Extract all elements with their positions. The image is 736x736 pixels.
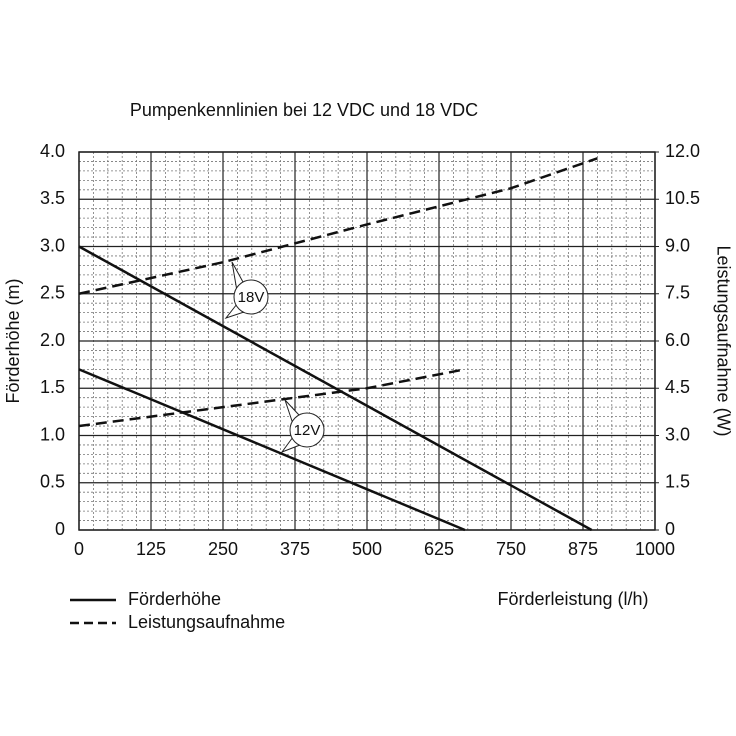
y2-tick-label: 3.0 — [665, 424, 690, 444]
callout-circle — [233, 279, 269, 315]
callout-circle — [289, 412, 325, 448]
chart-title: Pumpenkennlinien bei 12 VDC und 18 VDC — [130, 100, 478, 120]
y2-tick-label: 0 — [665, 519, 675, 539]
y2-tick-label: 9.0 — [665, 235, 690, 255]
y-tick-label: 3.0 — [40, 235, 65, 255]
y-tick-label: 0.5 — [40, 472, 65, 492]
y-axis-title: Förderhöhe (m) — [3, 278, 23, 403]
y-tick-label: 3.5 — [40, 188, 65, 208]
x-tick-label: 875 — [568, 539, 598, 559]
y-tick-label: 4.0 — [40, 141, 65, 161]
x-tick-label: 625 — [424, 539, 454, 559]
series-line — [78, 368, 466, 428]
x-tick-label: 125 — [136, 539, 166, 559]
callout-pointer — [280, 399, 301, 454]
y2-tick-label: 10.5 — [665, 188, 700, 208]
x-axis-title: Förderleistung (l/h) — [497, 589, 648, 609]
callout-pointer — [224, 261, 245, 320]
callout-label: 12V — [294, 422, 321, 439]
y-tick-label: 1.5 — [40, 377, 65, 397]
series-line — [78, 157, 598, 295]
y-tick-label: 0 — [55, 519, 65, 539]
series-line — [78, 368, 466, 532]
y2-tick-label: 4.5 — [665, 377, 690, 397]
legend-label: Leistungsaufnahme — [128, 612, 285, 632]
callout-label: 18V — [238, 289, 265, 306]
x-tick-label: 0 — [74, 539, 84, 559]
y-tick-label: 2.0 — [40, 330, 65, 350]
x-tick-label: 250 — [208, 539, 238, 559]
y2-tick-label: 12.0 — [665, 141, 700, 161]
y2-tick-label: 1.5 — [665, 472, 690, 492]
y-tick-label: 2.5 — [40, 283, 65, 303]
x-tick-label: 500 — [352, 539, 382, 559]
x-tick-label: 375 — [280, 539, 310, 559]
y2-axis-title: Leistungsaufnahme (W) — [713, 245, 733, 436]
series-line — [78, 245, 593, 532]
plot-frame — [78, 151, 656, 531]
y2-tick-label: 7.5 — [665, 283, 690, 303]
y-tick-label: 1.0 — [40, 424, 65, 444]
y2-tick-label: 6.0 — [665, 330, 690, 350]
legend-label: Förderhöhe — [128, 589, 221, 609]
x-tick-label: 1000 — [635, 539, 675, 559]
x-tick-label: 750 — [496, 539, 526, 559]
